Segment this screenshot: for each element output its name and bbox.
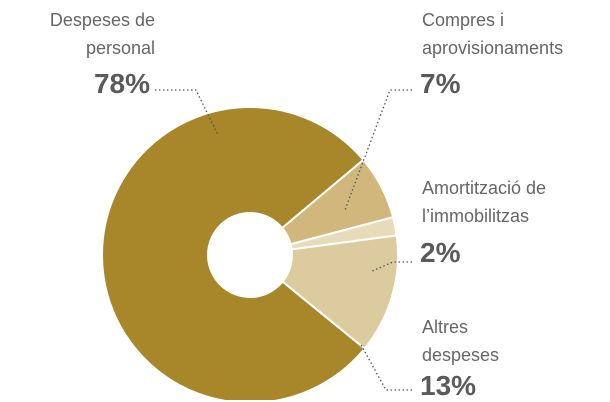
value-label: 2% <box>420 237 461 268</box>
slice-label: Despeses de personal <box>49 10 155 58</box>
leader-line <box>155 89 219 136</box>
slice-label: Compres i aprovisionaments <box>422 10 564 58</box>
slice <box>101 106 367 400</box>
value-label: 78% <box>93 68 150 99</box>
leader-line <box>359 342 412 391</box>
slice-label: Altres despeses <box>422 317 500 365</box>
slice-label: Amortització de l’immobilitzas <box>422 178 547 226</box>
slice <box>281 234 399 350</box>
donut <box>101 106 399 400</box>
value-label: 7% <box>420 68 461 99</box>
value-label: 13% <box>420 370 477 401</box>
